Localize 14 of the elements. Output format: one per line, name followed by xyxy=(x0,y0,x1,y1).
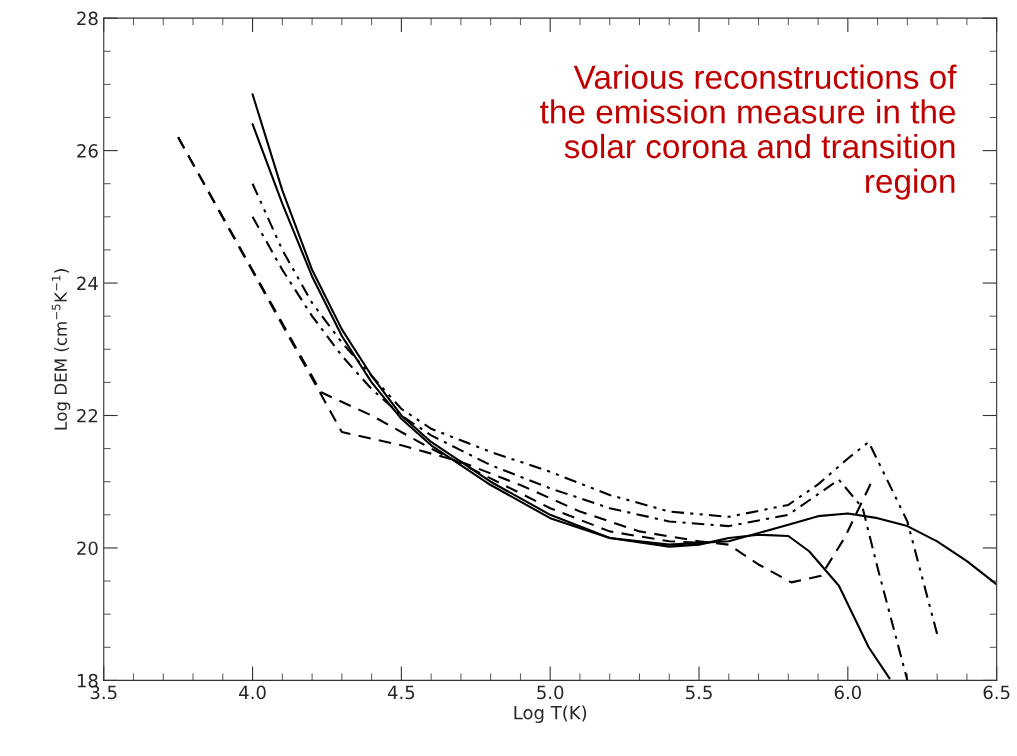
y-tick-label: 28 xyxy=(77,11,98,26)
annotation: Various reconstructions of the emission measure in the solar corona and transition region xyxy=(540,64,957,200)
x-tick-label: 6.0 xyxy=(834,685,861,700)
y-tick-label: 24 xyxy=(77,276,98,290)
x-tick-label: 4.0 xyxy=(239,685,266,700)
x-tick-label: 6.5 xyxy=(983,685,1010,700)
y-tick-label: 22 xyxy=(77,408,98,423)
y-tick-label: 20 xyxy=(77,541,98,556)
x-tick-label: 5.5 xyxy=(686,685,712,700)
y-tick-label: 26 xyxy=(77,144,98,158)
x-tick-label: 5.0 xyxy=(537,685,564,700)
x-axis-title: Log T(K) xyxy=(514,705,587,723)
x-tick-label: 4.5 xyxy=(387,685,415,700)
y-axis-title: Log DEM (cm$^{−5}$K$^{−1}$) xyxy=(51,269,71,430)
